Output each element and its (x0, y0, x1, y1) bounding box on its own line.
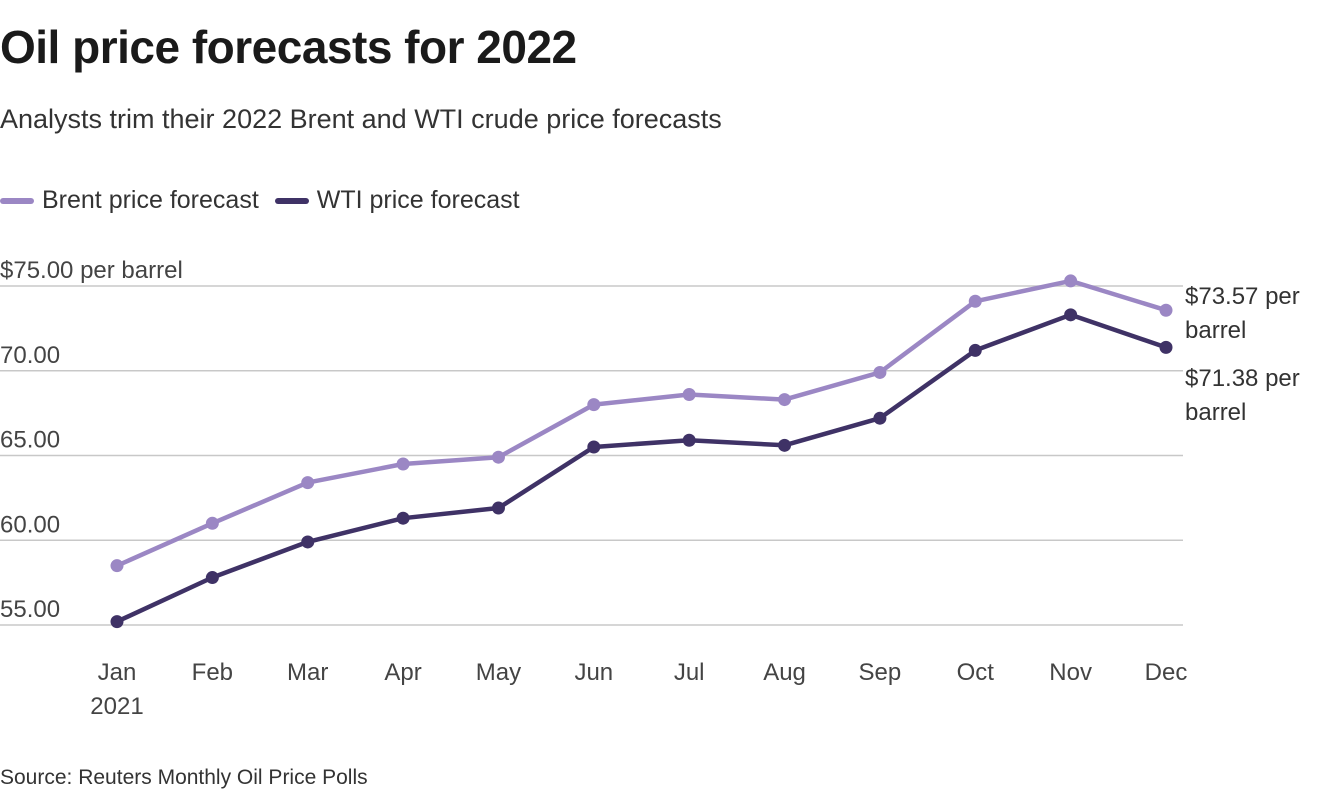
data-point-brent-mar (301, 476, 315, 490)
data-point-brent-sep (873, 365, 887, 379)
y-tick-label-70: 70.00 (0, 342, 60, 369)
data-point-brent-jul (682, 387, 696, 401)
legend-label-wti: WTI price forecast (316, 186, 520, 214)
legend-label-brent: Brent price forecast (42, 186, 259, 214)
end-label-wti-line-2: barrel (1185, 399, 1246, 426)
x-tick-label-sep: Sep (859, 659, 902, 686)
data-point-wti-oct (968, 343, 982, 357)
data-point-brent-jan (110, 559, 124, 573)
data-point-brent-feb (205, 516, 219, 530)
data-point-wti-feb (205, 571, 219, 585)
x-tick-label-jul: Jul (674, 659, 705, 686)
y-tick-label-65: 65.00 (0, 427, 60, 454)
chart-subtitle: Analysts trim their 2022 Brent and WTI c… (0, 104, 722, 134)
x-tick-label-apr: Apr (384, 659, 421, 686)
data-point-wti-sep (873, 411, 887, 425)
data-point-brent-may (491, 450, 505, 464)
data-point-brent-apr (396, 457, 410, 471)
x-tick-label-aug: Aug (763, 659, 806, 686)
series-line-wti (114, 312, 1169, 624)
y-tick-label-60: 60.00 (0, 511, 60, 538)
line-chart: 55.00 60.00 65.00 70.00 $75.00 per barrel Jan… (0, 257, 1300, 720)
y-tick-label-55: 55.00 (0, 596, 60, 623)
data-point-brent-nov (1064, 274, 1078, 288)
y-tick-label-75: $75.00 per barrel (0, 257, 183, 284)
x-tick-label-feb: Feb (192, 659, 233, 686)
data-point-wti-dec (1159, 340, 1173, 354)
end-label-wti-line-1: $71.38 per (1185, 365, 1300, 392)
data-point-wti-aug (778, 438, 792, 452)
x-tick-label-dec: Dec (1145, 659, 1188, 686)
data-point-wti-jun (587, 440, 601, 454)
legend-swatch-brent (0, 197, 34, 204)
x-tick-label-mar: Mar (287, 659, 328, 686)
data-point-brent-dec (1159, 303, 1173, 317)
chart-title: Oil price forecasts for 2022 (0, 21, 577, 73)
source-note: Source: Reuters Monthly Oil Price Polls (0, 766, 368, 789)
data-point-wti-nov (1064, 308, 1078, 322)
series-line-brent (114, 278, 1169, 568)
legend-item-wti: WTI price forecast (274, 186, 520, 215)
x-tick-label-oct: Oct (957, 659, 995, 686)
data-point-wti-jan (110, 615, 124, 629)
data-point-wti-jul (682, 433, 696, 447)
chart-legend: Brent price forecast WTI price forecast (0, 186, 536, 215)
x-tick-label-jun: Jun (574, 659, 613, 686)
legend-item-brent: Brent price forecast (0, 186, 259, 215)
data-point-brent-jun (587, 398, 601, 412)
data-point-brent-aug (778, 393, 792, 407)
end-label-brent-line-1: $73.57 per (1185, 283, 1300, 310)
x-tick-label-nov: Nov (1049, 659, 1092, 686)
legend-swatch-wti (274, 197, 309, 204)
x-tick-sublabel-jan: 2021 (90, 693, 143, 720)
data-point-wti-apr (396, 511, 410, 525)
data-point-wti-mar (301, 535, 315, 549)
end-label-brent-line-2: barrel (1185, 317, 1246, 344)
data-point-brent-oct (968, 294, 982, 308)
x-tick-label-may: May (476, 659, 521, 686)
x-tick-label-jan: Jan (98, 659, 137, 686)
data-point-wti-may (491, 501, 505, 515)
